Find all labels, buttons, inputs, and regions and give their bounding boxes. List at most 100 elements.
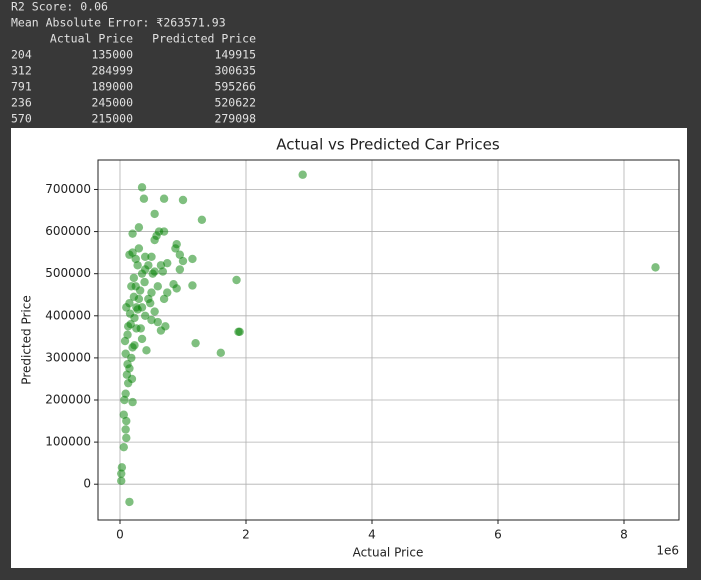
table-header: Predicted Price [152, 32, 256, 46]
point [128, 397, 137, 407]
x-tick-label: 8 [620, 528, 628, 542]
console-line: R2 Score: 0.06 [11, 0, 108, 14]
table-cell: 791 [11, 80, 32, 94]
chart-title: Actual vs Predicted Car Prices [276, 136, 500, 154]
point [159, 194, 169, 203]
point [144, 261, 153, 270]
point [163, 258, 172, 268]
point [150, 209, 159, 219]
point [142, 346, 151, 355]
point [188, 254, 197, 264]
table-cell: 284999 [91, 64, 133, 78]
y-tick-label: 600000 [45, 224, 91, 238]
y-axis-label: Predicted Price [20, 295, 34, 384]
point [121, 425, 130, 434]
point [137, 183, 147, 192]
point [191, 338, 200, 348]
y-tick-label: 200000 [45, 393, 91, 407]
point [156, 261, 166, 270]
figure [11, 128, 687, 568]
point [188, 281, 197, 290]
point [153, 282, 162, 291]
table-cell: 279098 [214, 112, 256, 126]
point [117, 469, 126, 478]
point [129, 273, 139, 283]
point [175, 250, 185, 259]
point [178, 195, 188, 205]
point [134, 244, 144, 253]
point [140, 252, 150, 262]
point [298, 170, 307, 179]
point [121, 349, 130, 358]
table-header: Actual Price [50, 32, 133, 46]
point [121, 389, 130, 398]
point [125, 250, 134, 259]
point [125, 497, 134, 507]
point [172, 284, 181, 293]
point [130, 341, 139, 350]
point [127, 282, 136, 291]
x-tick-label: 4 [368, 528, 376, 542]
point [150, 307, 159, 316]
point [128, 229, 137, 238]
point [119, 442, 128, 452]
table-cell: 236 [11, 96, 32, 110]
point [171, 244, 180, 253]
point [132, 303, 141, 312]
point [134, 223, 144, 232]
x-tick-label: 2 [242, 528, 250, 542]
console-line: Mean Absolute Error: ₹263571.93 [11, 16, 226, 30]
point [651, 263, 660, 272]
point [125, 298, 134, 308]
point [216, 348, 225, 358]
y-tick-label: 400000 [45, 308, 91, 322]
point [137, 269, 147, 278]
y-tick-label: 700000 [45, 182, 91, 196]
point [134, 294, 144, 304]
point [235, 327, 244, 336]
point [122, 416, 131, 426]
point [197, 215, 207, 224]
y-tick-label: 300000 [45, 350, 91, 364]
x-axis-label: Actual Price [353, 546, 424, 560]
point [126, 320, 135, 329]
point [120, 395, 129, 405]
x-tick-label: 6 [494, 528, 502, 542]
table-cell: 520622 [214, 96, 256, 110]
point [137, 334, 147, 344]
y-tick-label: 0 [83, 477, 91, 491]
point [122, 433, 131, 443]
table-cell: 595266 [214, 80, 256, 94]
table-cell: 189000 [91, 80, 133, 94]
point [117, 463, 127, 472]
point [130, 313, 139, 323]
table-cell: 149915 [214, 48, 256, 62]
point [147, 288, 156, 297]
point [139, 194, 149, 203]
y-tick-label: 500000 [45, 266, 91, 280]
point [175, 265, 185, 274]
point [123, 360, 132, 369]
point [127, 374, 137, 384]
point [135, 286, 145, 295]
table-cell: 135000 [91, 48, 133, 62]
point [147, 252, 156, 262]
point [153, 317, 162, 327]
point [147, 315, 156, 325]
point [178, 256, 188, 266]
point [163, 288, 172, 297]
point [156, 326, 166, 335]
table-cell: 300635 [214, 64, 256, 78]
plot-frame [97, 159, 680, 521]
point [159, 294, 169, 304]
table-cell: 215000 [91, 112, 133, 126]
point [146, 298, 155, 308]
x-tick-label: 0 [116, 528, 124, 542]
point [120, 336, 130, 346]
table-cell: 204 [11, 48, 32, 62]
point [133, 261, 142, 270]
point [117, 476, 126, 486]
point [123, 330, 132, 339]
point [140, 311, 150, 320]
